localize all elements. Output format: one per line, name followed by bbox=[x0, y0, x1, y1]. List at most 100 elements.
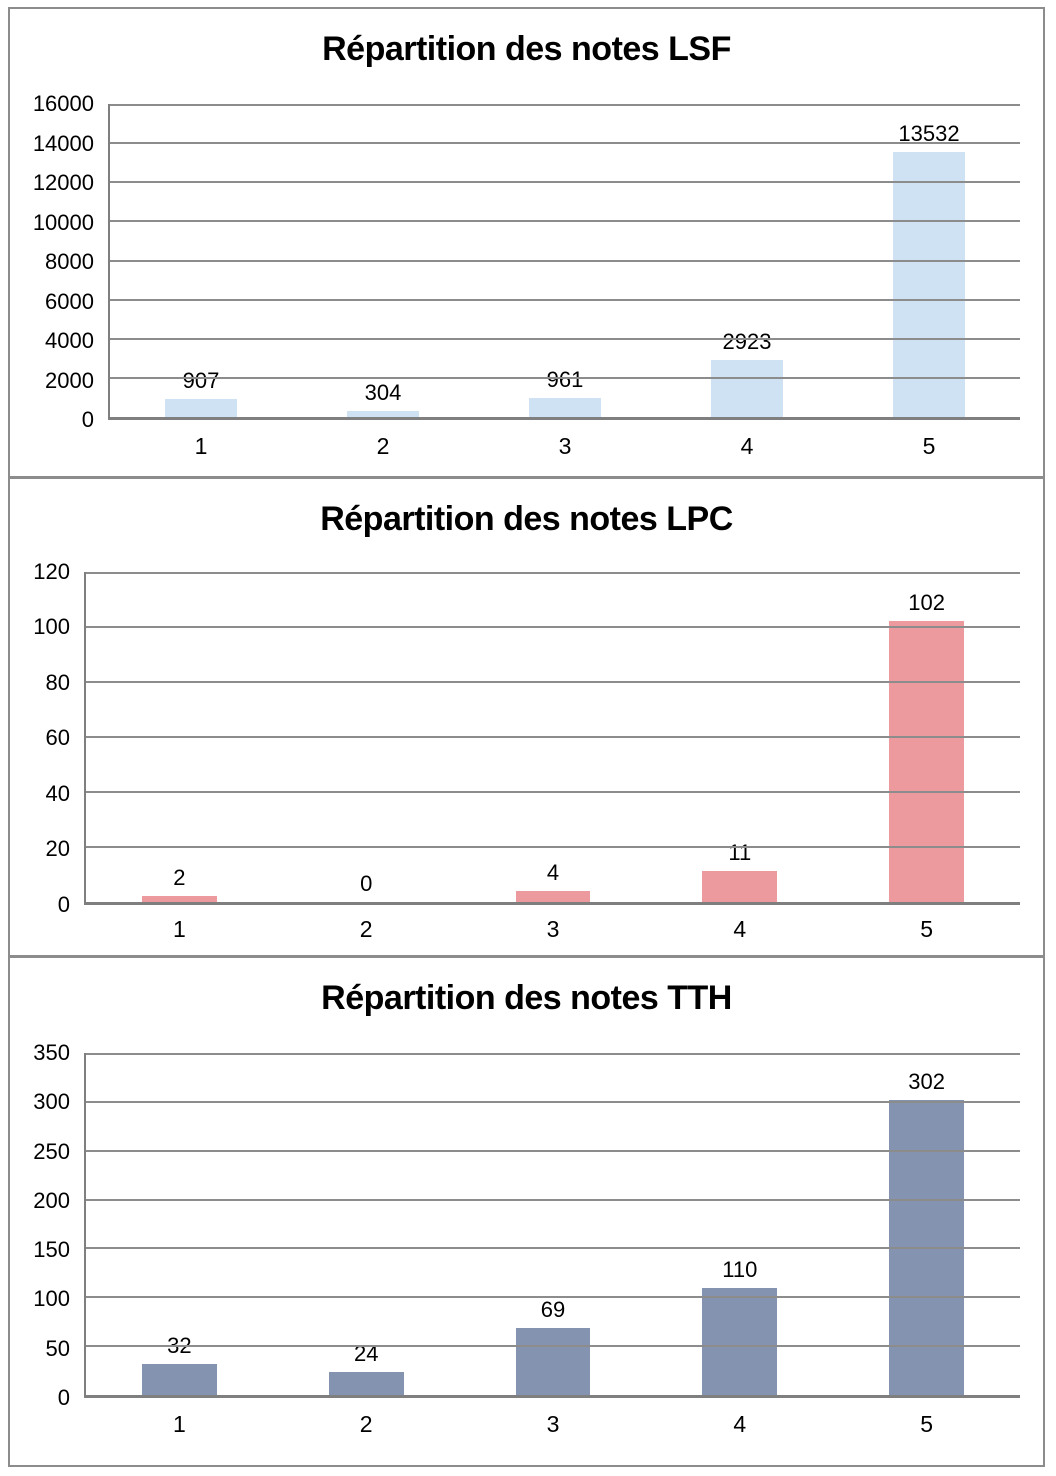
bar-slot: 102 bbox=[833, 572, 1020, 902]
gridline bbox=[86, 1296, 1020, 1299]
charts-sheet: Répartition des notes LSF 16000 14000 1200… bbox=[8, 7, 1045, 1467]
x-tick-label: 3 bbox=[546, 1410, 560, 1437]
gridline bbox=[86, 1345, 1020, 1348]
y-axis: 16000 14000 12000 10000 8000 6000 4000 2000 0 bbox=[10, 91, 108, 432]
gridline bbox=[86, 1053, 1020, 1055]
chart-title-lsf: Répartition des notes LSF bbox=[322, 30, 731, 68]
y-axis: 120 100 80 60 40 20 0 bbox=[10, 559, 84, 917]
bar-slot: 11 bbox=[646, 572, 833, 902]
y-tick-label: 0 bbox=[57, 891, 70, 917]
bar-slot: 961 bbox=[474, 104, 656, 417]
x-tick-label: 1 bbox=[173, 916, 186, 943]
bar-slot: 110 bbox=[646, 1053, 833, 1395]
bar-value-label: 0 bbox=[360, 870, 373, 896]
bar-slot: 2 bbox=[86, 572, 273, 902]
x-tick-label: 4 bbox=[733, 1410, 747, 1437]
bar bbox=[528, 398, 602, 417]
plot-area: 907 304 961 2923 13532 bbox=[108, 104, 1020, 420]
gridline bbox=[86, 571, 1020, 574]
x-tick-label: 5 bbox=[922, 432, 936, 459]
bar-slot: 13532 bbox=[838, 104, 1020, 417]
bar-value-label: 69 bbox=[540, 1296, 566, 1322]
plot-area: 2 0 4 11 102 bbox=[84, 571, 1020, 905]
bar bbox=[164, 399, 238, 417]
y-tick-label: 250 bbox=[33, 1138, 70, 1164]
x-tick-label: 5 bbox=[920, 1410, 933, 1437]
y-tick-label: 8000 bbox=[45, 249, 94, 274]
y-tick-label: 50 bbox=[45, 1335, 70, 1361]
bar bbox=[515, 1327, 591, 1395]
x-tick-label: 4 bbox=[740, 432, 754, 459]
chart-panel-lpc: Répartition des notes LPC 120 100 80 60 40 20… bbox=[10, 479, 1043, 958]
gridline bbox=[110, 259, 1020, 262]
bar bbox=[889, 621, 964, 902]
y-tick-label: 120 bbox=[33, 558, 70, 584]
bar bbox=[702, 871, 778, 902]
bars-container: 907 304 961 2923 13532 bbox=[110, 104, 1020, 417]
plot-area: 32 24 69 110 302 bbox=[84, 1053, 1020, 1398]
bar-value-label: 102 bbox=[908, 590, 945, 616]
x-axis: 1 2 3 4 5 bbox=[110, 420, 1020, 472]
y-tick-label: 300 bbox=[33, 1089, 70, 1115]
bar bbox=[892, 152, 966, 417]
bar-slot: 69 bbox=[460, 1053, 647, 1395]
bar-chart-lsf: 16000 14000 12000 10000 8000 6000 4000 2000 0 90… bbox=[10, 91, 1043, 432]
bar-value-label: 907 bbox=[182, 368, 220, 394]
gridline bbox=[110, 376, 1020, 379]
y-tick-label: 100 bbox=[33, 614, 70, 640]
gridline bbox=[86, 1247, 1020, 1250]
y-tick-label: 0 bbox=[57, 1385, 70, 1410]
bar-slot: 907 bbox=[110, 104, 292, 417]
bar-chart-lpc: 120 100 80 60 40 20 0 2 0 4 11 102 bbox=[10, 559, 1043, 917]
x-tick-label: 1 bbox=[194, 432, 208, 459]
chart-panel-tth: Répartition des notes TTH 350 300 250 200 15… bbox=[10, 958, 1043, 1465]
gridline bbox=[110, 142, 1020, 145]
gridline bbox=[110, 220, 1020, 223]
gridline bbox=[86, 1100, 1020, 1103]
bar bbox=[142, 1363, 217, 1395]
y-tick-label: 20 bbox=[45, 836, 70, 862]
bar bbox=[142, 896, 217, 902]
y-tick-label: 40 bbox=[45, 780, 70, 806]
gridline bbox=[110, 181, 1020, 184]
y-tick-label: 150 bbox=[33, 1237, 70, 1263]
gridline bbox=[86, 790, 1020, 793]
gridline bbox=[110, 337, 1020, 340]
chart-title-tth: Répartition des notes TTH bbox=[321, 979, 732, 1017]
gridline bbox=[86, 625, 1020, 628]
bar bbox=[702, 1287, 778, 1395]
gridline bbox=[86, 1149, 1020, 1152]
gridline bbox=[86, 1198, 1020, 1201]
bars-container: 2 0 4 11 102 bbox=[86, 572, 1020, 902]
bar-value-label: 24 bbox=[353, 1340, 379, 1366]
bar-slot: 304 bbox=[292, 104, 474, 417]
bar-value-label: 2923 bbox=[722, 328, 772, 354]
y-tick-label: 0 bbox=[81, 407, 94, 432]
y-axis: 350 300 250 200 150 100 50 0 bbox=[10, 1040, 84, 1410]
bar bbox=[328, 1371, 404, 1395]
bar-slot: 24 bbox=[273, 1053, 460, 1395]
chart-title-lpc: Répartition des notes LPC bbox=[320, 500, 733, 538]
bar-slot: 4 bbox=[460, 572, 647, 902]
x-axis: 1 2 3 4 5 bbox=[86, 905, 1020, 955]
y-tick-label: 16000 bbox=[32, 91, 94, 116]
x-tick-label: 2 bbox=[359, 1410, 373, 1437]
bar-value-label: 13532 bbox=[898, 121, 960, 147]
y-tick-label: 80 bbox=[45, 669, 70, 695]
gridline bbox=[86, 845, 1020, 848]
x-tick-label: 3 bbox=[546, 916, 560, 943]
gridline bbox=[86, 735, 1020, 738]
x-tick-label: 4 bbox=[733, 916, 747, 943]
gridline bbox=[86, 680, 1020, 683]
chart-panel-lsf: Répartition des notes LSF 16000 14000 1200… bbox=[10, 9, 1043, 479]
bars-container: 32 24 69 110 302 bbox=[86, 1053, 1020, 1395]
bar-value-label: 110 bbox=[722, 1256, 758, 1282]
bar-value-label: 304 bbox=[364, 380, 402, 406]
x-tick-label: 5 bbox=[920, 916, 933, 943]
y-tick-label: 60 bbox=[45, 725, 70, 751]
bar bbox=[346, 411, 420, 417]
y-tick-label: 200 bbox=[33, 1187, 70, 1213]
gridline bbox=[110, 298, 1020, 301]
x-tick-label: 3 bbox=[558, 432, 572, 459]
y-tick-label: 350 bbox=[33, 1040, 70, 1065]
